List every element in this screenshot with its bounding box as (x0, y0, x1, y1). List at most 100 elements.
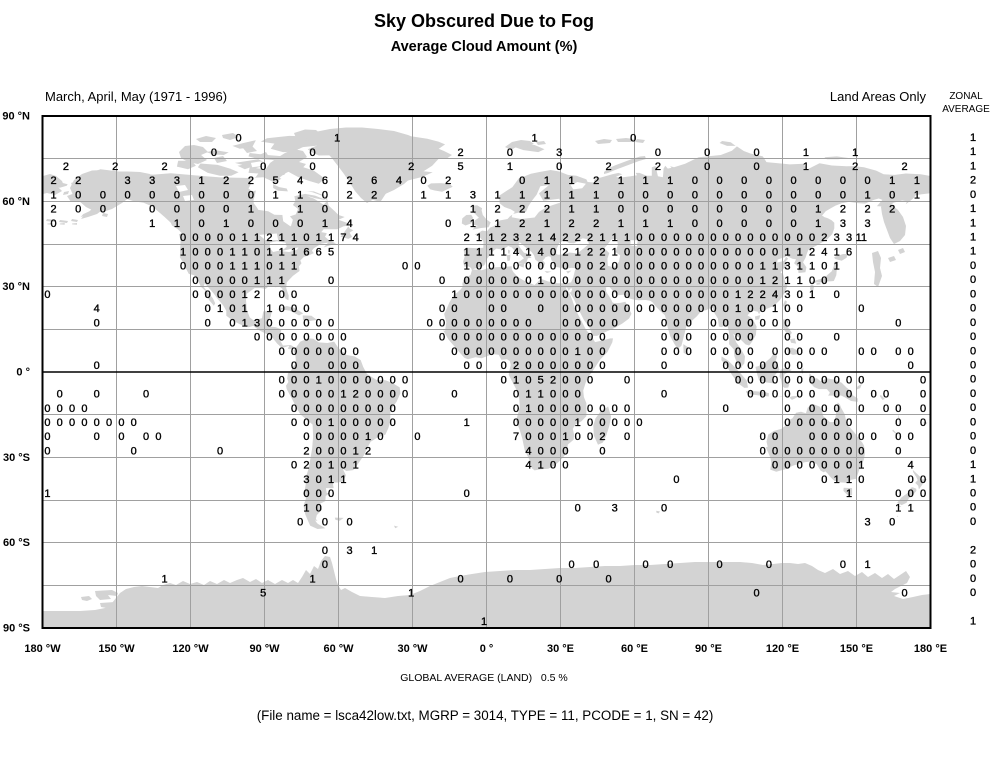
svg-text:1: 1 (229, 246, 235, 258)
svg-text:0: 0 (624, 374, 630, 386)
svg-text:0: 0 (501, 303, 507, 315)
svg-text:1: 1 (464, 417, 470, 429)
svg-text:1: 1 (525, 246, 531, 258)
svg-text:0: 0 (445, 218, 451, 230)
svg-text:0: 0 (772, 460, 778, 472)
svg-text:0: 0 (895, 445, 901, 457)
svg-text:0: 0 (279, 332, 285, 344)
svg-text:0: 0 (94, 431, 100, 443)
svg-text:0: 0 (686, 232, 692, 244)
svg-text:0: 0 (772, 232, 778, 244)
svg-text:0: 0 (550, 389, 556, 401)
svg-text:1: 1 (322, 218, 328, 230)
svg-text:0: 0 (316, 460, 322, 472)
svg-text:0: 0 (747, 346, 753, 358)
svg-text:0: 0 (661, 275, 667, 287)
svg-text:0: 0 (538, 261, 544, 273)
svg-text:0: 0 (840, 189, 846, 201)
svg-text:0: 0 (550, 332, 556, 344)
svg-text:0: 0 (525, 289, 531, 301)
svg-text:1: 1 (525, 403, 531, 415)
svg-text:5: 5 (272, 175, 278, 187)
svg-text:0: 0 (525, 332, 531, 344)
svg-text:0: 0 (205, 289, 211, 301)
svg-text:0: 0 (94, 360, 100, 372)
svg-text:0: 0 (390, 417, 396, 429)
svg-text:1: 1 (353, 445, 359, 457)
svg-text:0: 0 (821, 460, 827, 472)
svg-text:0: 0 (735, 374, 741, 386)
svg-text:0: 0 (562, 374, 568, 386)
svg-text:0: 0 (303, 431, 309, 443)
svg-text:1: 1 (970, 616, 976, 628)
svg-text:2: 2 (365, 445, 371, 457)
svg-text:0: 0 (889, 189, 895, 201)
svg-text:0: 0 (266, 317, 272, 329)
svg-text:0: 0 (217, 232, 223, 244)
svg-text:1: 1 (242, 289, 248, 301)
svg-text:0: 0 (291, 332, 297, 344)
svg-text:0: 0 (488, 317, 494, 329)
svg-text:0: 0 (525, 431, 531, 443)
svg-text:0: 0 (895, 417, 901, 429)
svg-text:2: 2 (605, 161, 611, 173)
svg-text:0: 0 (772, 389, 778, 401)
svg-text:1: 1 (291, 232, 297, 244)
svg-text:0: 0 (451, 332, 457, 344)
svg-text:0: 0 (735, 246, 741, 258)
svg-text:0: 0 (451, 317, 457, 329)
svg-text:0: 0 (353, 431, 359, 443)
svg-text:0: 0 (205, 275, 211, 287)
svg-text:0: 0 (205, 303, 211, 315)
svg-text:0: 0 (44, 417, 50, 429)
svg-text:0: 0 (858, 445, 864, 457)
svg-text:0: 0 (735, 275, 741, 287)
svg-text:0: 0 (155, 431, 161, 443)
svg-text:0: 0 (501, 289, 507, 301)
svg-text:0: 0 (797, 360, 803, 372)
svg-text:2: 2 (544, 204, 550, 216)
svg-text:0: 0 (316, 403, 322, 415)
svg-text:Land Areas Only: Land Areas Only (830, 89, 927, 104)
svg-text:0: 0 (211, 147, 217, 159)
svg-text:0: 0 (198, 218, 204, 230)
svg-text:2: 2 (50, 204, 56, 216)
svg-text:1: 1 (217, 303, 223, 315)
svg-text:0: 0 (309, 147, 315, 159)
svg-text:0: 0 (649, 246, 655, 258)
svg-text:0: 0 (735, 232, 741, 244)
svg-text:0: 0 (501, 261, 507, 273)
svg-text:1: 1 (223, 218, 229, 230)
svg-text:0: 0 (568, 559, 574, 571)
svg-text:0: 0 (667, 189, 673, 201)
svg-text:0: 0 (525, 374, 531, 386)
svg-text:2: 2 (63, 161, 69, 173)
svg-text:1: 1 (599, 232, 605, 244)
svg-text:0: 0 (464, 346, 470, 358)
svg-text:0: 0 (834, 417, 840, 429)
svg-text:4: 4 (396, 175, 402, 187)
svg-text:1: 1 (334, 133, 340, 145)
svg-text:0: 0 (340, 445, 346, 457)
svg-text:11: 11 (856, 232, 867, 244)
svg-text:0: 0 (340, 417, 346, 429)
svg-text:0: 0 (809, 374, 815, 386)
svg-text:0: 0 (575, 389, 581, 401)
svg-text:1: 1 (328, 460, 334, 472)
svg-text:0: 0 (655, 147, 661, 159)
svg-text:0: 0 (562, 303, 568, 315)
svg-text:0: 0 (513, 317, 519, 329)
svg-text:0: 0 (612, 317, 618, 329)
svg-text:0: 0 (562, 403, 568, 415)
svg-text:0: 0 (784, 417, 790, 429)
svg-text:0: 0 (858, 431, 864, 443)
svg-text:0: 0 (784, 346, 790, 358)
svg-text:0: 0 (661, 289, 667, 301)
svg-text:0: 0 (970, 416, 976, 428)
svg-text:0: 0 (970, 331, 976, 343)
svg-text:0: 0 (858, 374, 864, 386)
svg-text:0: 0 (864, 175, 870, 187)
svg-text:0: 0 (642, 559, 648, 571)
svg-text:Average Cloud Amount (%): Average Cloud Amount (%) (391, 39, 578, 55)
svg-text:3: 3 (254, 317, 260, 329)
